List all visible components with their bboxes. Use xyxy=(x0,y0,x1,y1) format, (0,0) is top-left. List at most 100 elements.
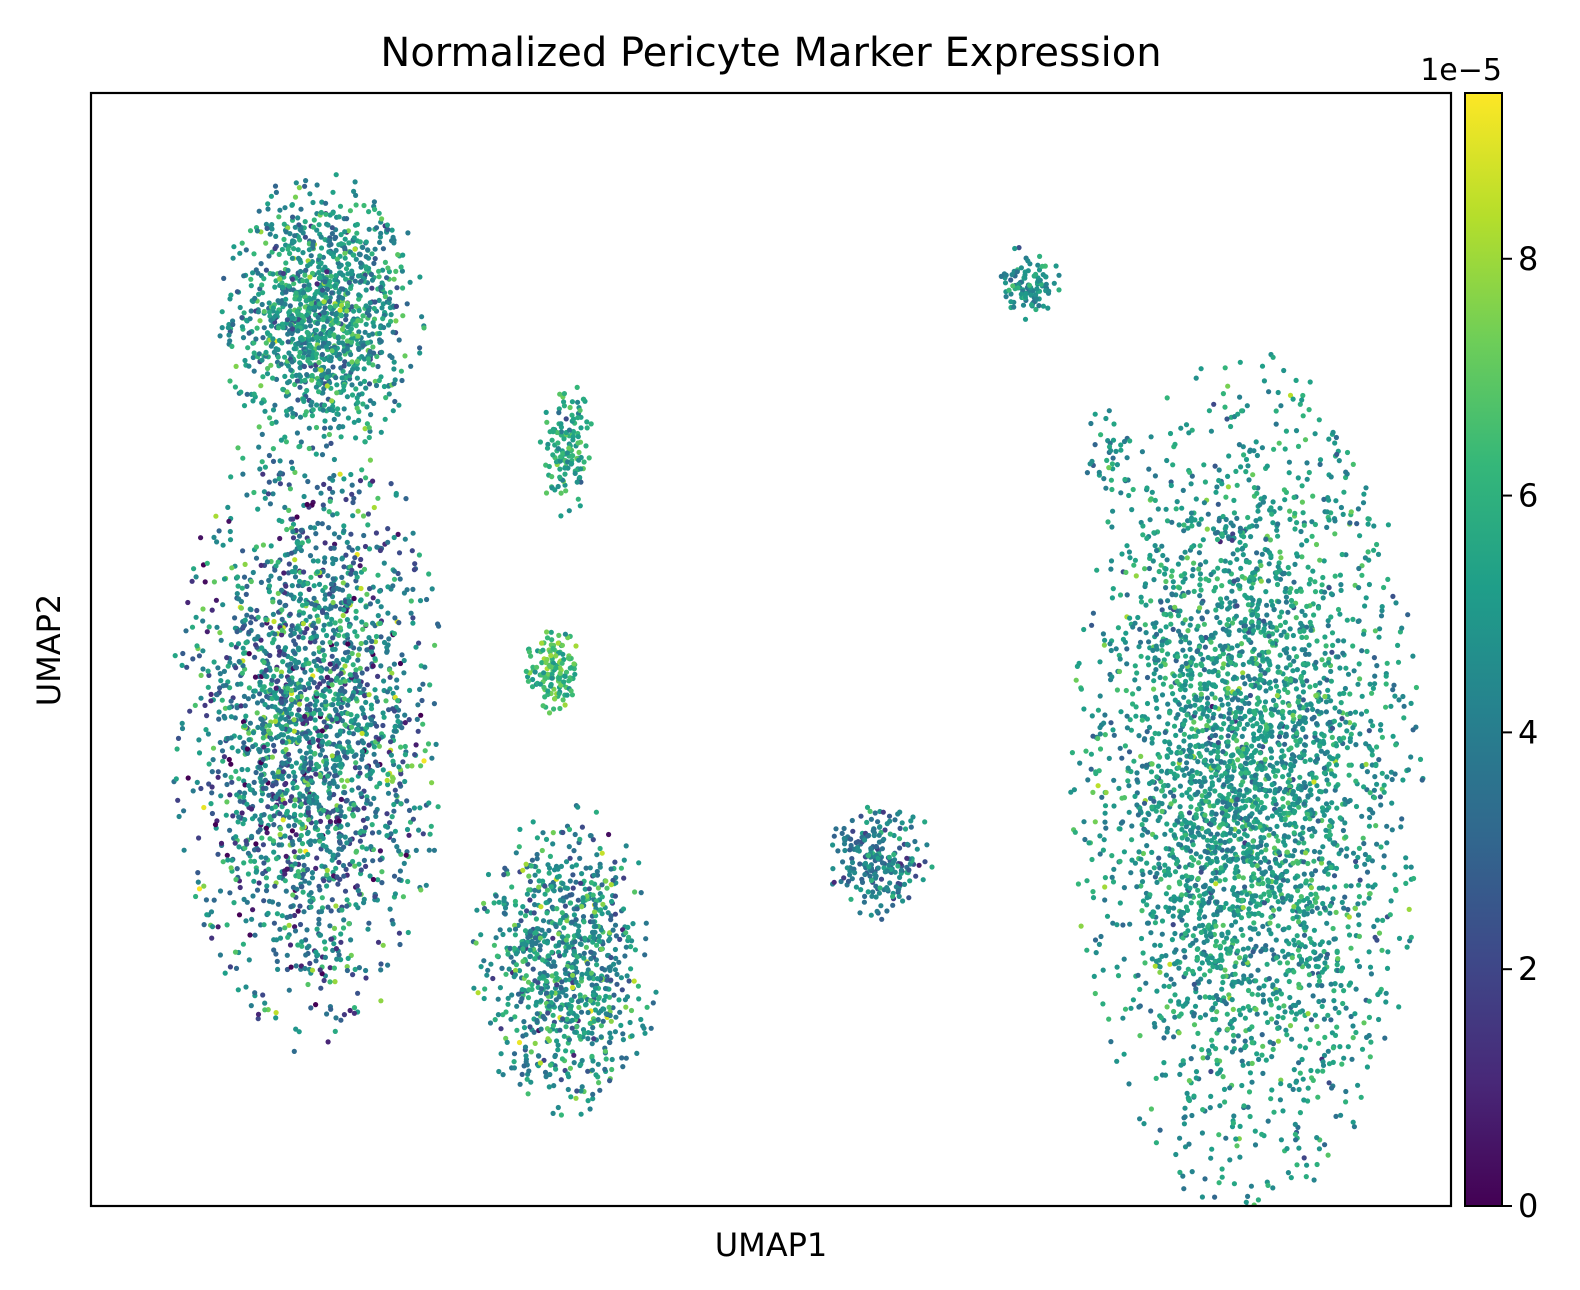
scatter-point xyxy=(543,836,550,843)
scatter-point xyxy=(619,1055,625,1061)
scatter-point xyxy=(246,651,252,657)
scatter-point xyxy=(557,466,563,472)
scatter-point xyxy=(567,1065,574,1071)
scatter-point xyxy=(255,724,261,731)
scatter-point xyxy=(344,967,350,974)
scatter-point xyxy=(289,794,295,800)
scatter-point xyxy=(547,853,554,860)
scatter-point xyxy=(316,921,322,927)
scatter-point xyxy=(302,669,308,675)
scatter-point xyxy=(544,910,550,916)
scatter-point xyxy=(351,188,357,194)
scatter-point xyxy=(299,939,305,945)
scatter-point xyxy=(546,927,552,934)
scatter-point xyxy=(640,1023,646,1029)
scatter-point xyxy=(322,584,328,590)
scatter-point xyxy=(288,655,294,662)
scatter-point xyxy=(233,834,239,840)
scatter-point xyxy=(364,647,370,653)
scatter-point xyxy=(241,860,247,866)
scatter-point xyxy=(551,959,557,965)
scatter-point xyxy=(196,653,202,659)
scatter-point xyxy=(416,640,422,646)
scatter-point xyxy=(268,625,274,631)
scatter-point xyxy=(484,972,490,978)
scatter-point xyxy=(324,614,330,620)
scatter-point xyxy=(235,641,242,647)
scatter-point xyxy=(322,335,328,341)
scatter-point xyxy=(277,708,283,715)
scatter-point xyxy=(572,831,578,838)
scatter-point xyxy=(363,975,369,981)
scatter-point xyxy=(584,971,590,977)
scatter-point xyxy=(185,599,191,606)
scatter-point xyxy=(1025,268,1031,274)
scatter-point xyxy=(385,539,391,545)
scatter-point xyxy=(326,795,332,801)
scatter-point xyxy=(270,336,276,342)
scatter-point xyxy=(598,946,605,952)
scatter-point xyxy=(311,710,317,716)
scatter-point xyxy=(432,642,438,648)
scatter-point xyxy=(288,592,294,598)
scatter-point xyxy=(548,681,554,688)
scatter-point xyxy=(353,192,359,198)
scatter-point xyxy=(253,642,259,648)
scatter-point xyxy=(348,712,354,718)
scatter-point xyxy=(374,784,380,790)
scatter-point xyxy=(208,801,214,807)
scatter-point xyxy=(345,290,351,296)
scatter-point xyxy=(286,987,292,993)
scatter-point xyxy=(319,739,326,745)
scatter-point xyxy=(276,842,282,848)
scatter-point xyxy=(240,335,247,341)
scatter-point xyxy=(250,354,256,361)
scatter-point xyxy=(578,479,584,485)
scatter-point xyxy=(383,395,389,401)
scatter-point xyxy=(529,942,535,948)
scatter-point xyxy=(377,547,383,554)
scatter-point xyxy=(219,697,225,703)
scatter-point xyxy=(322,279,328,285)
scatter-point xyxy=(331,531,338,537)
scatter-point xyxy=(549,474,555,480)
scatter-point xyxy=(253,336,259,342)
scatter-point xyxy=(582,935,588,941)
scatter-point xyxy=(201,922,207,928)
scatter-point xyxy=(270,458,277,464)
scatter-point xyxy=(220,859,226,865)
scatter-point xyxy=(337,840,343,846)
scatter-point xyxy=(314,855,320,861)
scatter-point xyxy=(892,817,898,823)
scatter-point xyxy=(196,886,203,892)
scatter-point xyxy=(223,682,229,688)
scatter-point xyxy=(1035,262,1041,268)
scatter-point xyxy=(897,874,903,881)
scatter-point xyxy=(367,775,373,782)
scatter-point xyxy=(295,255,302,261)
scatter-point xyxy=(632,947,639,953)
scatter-point xyxy=(370,344,376,350)
scatter-point xyxy=(608,977,614,983)
scatter-point xyxy=(372,687,378,693)
scatter-point xyxy=(351,308,357,314)
scatter-point xyxy=(363,385,369,391)
scatter-point xyxy=(272,748,278,754)
scatter-point xyxy=(262,1000,268,1006)
scatter-point xyxy=(398,264,404,270)
scatter-point xyxy=(391,240,397,246)
scatter-point xyxy=(331,416,337,422)
scatter-point xyxy=(334,641,340,647)
scatter-point xyxy=(366,332,372,338)
scatter-point xyxy=(628,1007,635,1014)
scatter-point xyxy=(396,877,402,883)
scatter-point xyxy=(861,899,868,905)
scatter-point xyxy=(250,693,256,700)
scatter-point xyxy=(341,873,347,879)
scatter-point xyxy=(550,452,556,458)
scatter-point xyxy=(588,970,595,976)
scatter-point xyxy=(341,749,347,755)
scatter-point xyxy=(563,669,570,675)
scatter-point xyxy=(321,878,327,884)
scatter-point xyxy=(294,378,300,384)
